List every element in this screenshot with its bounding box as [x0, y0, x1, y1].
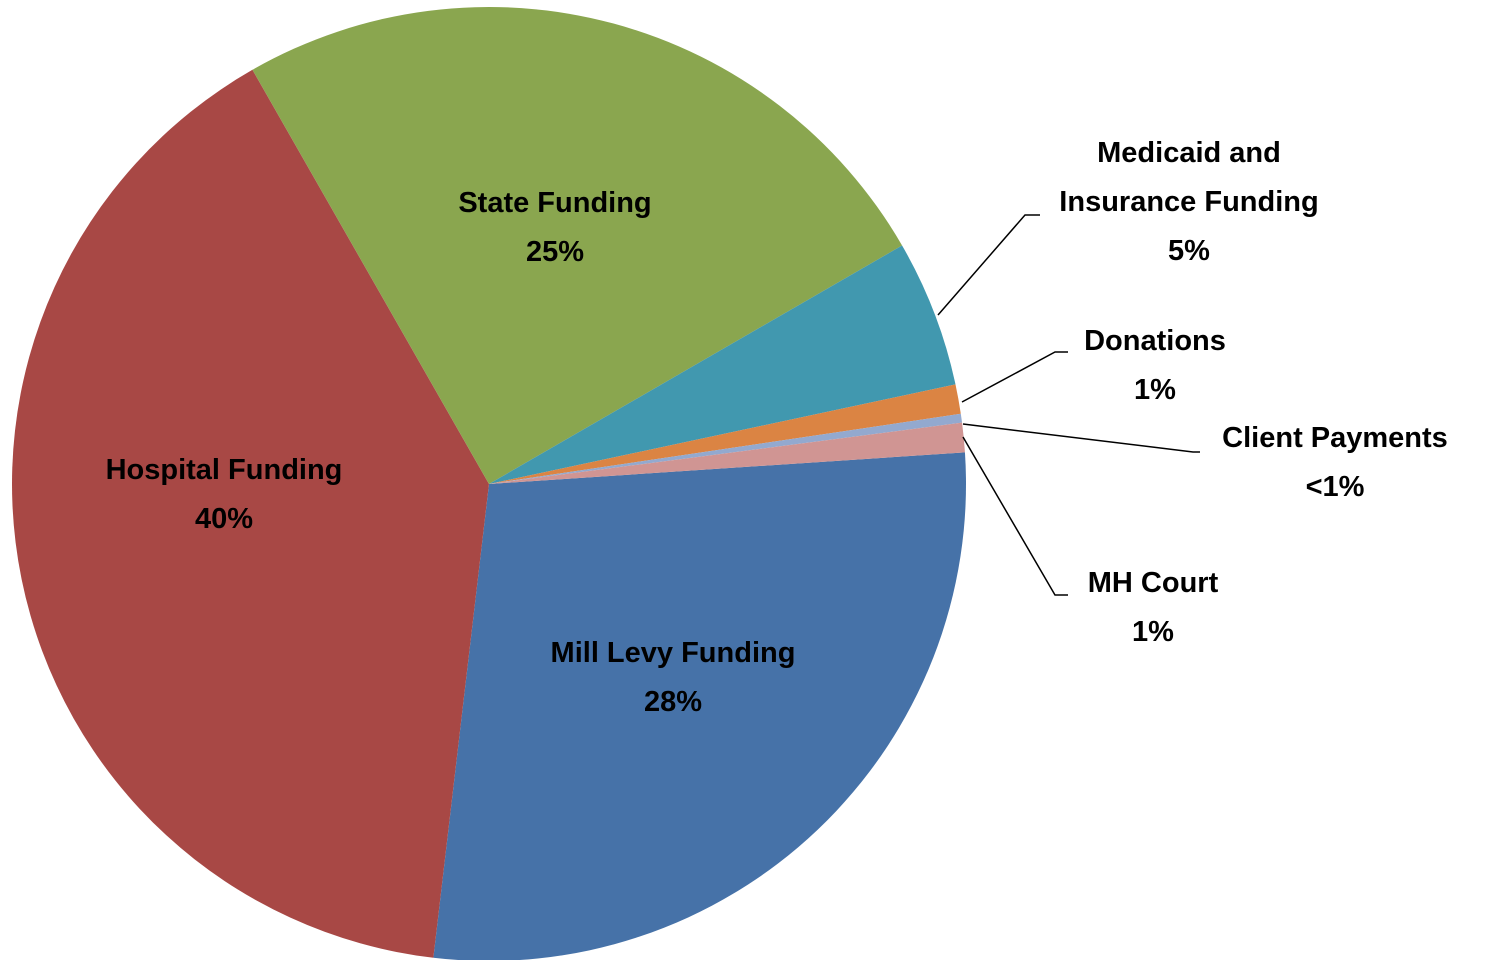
slice-label: Client Payments <1%: [1190, 414, 1480, 512]
slice-label: Mill Levy Funding 28%: [508, 629, 838, 727]
pie-slice: [489, 413, 963, 484]
leader-line: [962, 436, 1068, 596]
slice-label: Hospital Funding 40%: [59, 446, 389, 544]
leader-line: [962, 423, 1200, 453]
value-label: 5%: [1168, 235, 1210, 267]
category-label: Hospital Funding: [105, 454, 343, 486]
value-label: <1%: [1305, 471, 1365, 503]
category-label: MH Court: [1087, 567, 1219, 599]
category-label: Medicaid and Insurance Funding: [1059, 137, 1319, 218]
value-label: 1%: [1134, 374, 1176, 406]
pie-slice: [489, 422, 965, 484]
leader-line: [961, 351, 1068, 403]
pie-slice: [489, 384, 961, 484]
category-label: Client Payments: [1222, 422, 1448, 454]
pie-slice: [252, 7, 903, 484]
leader-line: [937, 214, 1040, 316]
category-label: Mill Levy Funding: [550, 637, 796, 669]
slice-label: MH Court 1%: [1033, 559, 1273, 657]
slice-label: Medicaid and Insurance Funding 5%: [1034, 129, 1344, 276]
pie-slice: [489, 245, 956, 484]
value-label: 25%: [525, 236, 585, 268]
slice-label: Donations 1%: [1035, 317, 1275, 415]
value-label: 28%: [643, 686, 703, 718]
slice-label: State Funding 25%: [390, 179, 720, 277]
category-label: Donations: [1084, 325, 1226, 357]
value-label: 1%: [1132, 616, 1174, 648]
pie-slice: [12, 69, 490, 958]
pie-slice: [433, 452, 966, 960]
category-label: State Funding: [458, 187, 652, 219]
value-label: 40%: [194, 503, 254, 535]
